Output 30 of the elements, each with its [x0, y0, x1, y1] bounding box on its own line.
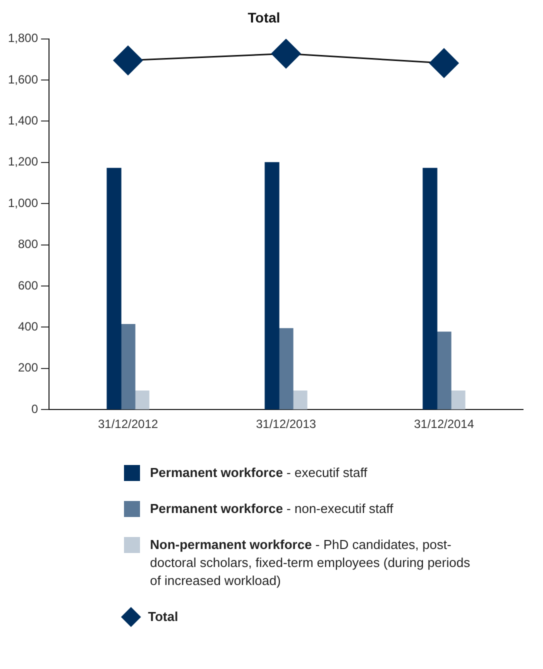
- legend-label: Total: [148, 609, 178, 624]
- y-tick-label: 200: [18, 360, 38, 375]
- bar: [134, 390, 150, 410]
- x-tick-label: 31/12/2012: [98, 417, 158, 432]
- y-tick-label: 400: [18, 320, 38, 334]
- x-tick-label: 31/12/2013: [256, 417, 316, 432]
- y-tick-label: 1,600: [8, 72, 38, 86]
- legend-label: Permanent workforce - executif staff: [150, 464, 368, 482]
- y-tick-label: 1,800: [8, 31, 38, 46]
- bar: [422, 168, 438, 410]
- y-tick-label: 1,200: [8, 154, 38, 169]
- bar: [120, 324, 136, 410]
- bar: [264, 162, 280, 410]
- y-tick-label: 1,400: [8, 114, 38, 128]
- bar: [106, 168, 122, 410]
- y-tick-label: 0: [31, 402, 38, 416]
- bar: [292, 390, 308, 410]
- y-tick-label: 600: [18, 278, 38, 292]
- bar: [436, 332, 452, 410]
- legend-label: Non-permanent workforce - PhD candidates, post-doctoral scholars, fixed-term employees (during periods of increased workload): [150, 536, 472, 590]
- point: [113, 46, 143, 76]
- x-tick-label: 31/12/2014: [414, 417, 474, 432]
- y-tick-label: 1,000: [8, 196, 38, 210]
- bar: [278, 328, 294, 410]
- chart-title: Total: [248, 9, 280, 26]
- legend-label: Permanent workforce - non-executif staff: [150, 500, 394, 518]
- bar: [450, 390, 466, 410]
- y-tick-label: 800: [18, 237, 38, 252]
- point: [271, 38, 301, 68]
- point: [429, 48, 459, 78]
